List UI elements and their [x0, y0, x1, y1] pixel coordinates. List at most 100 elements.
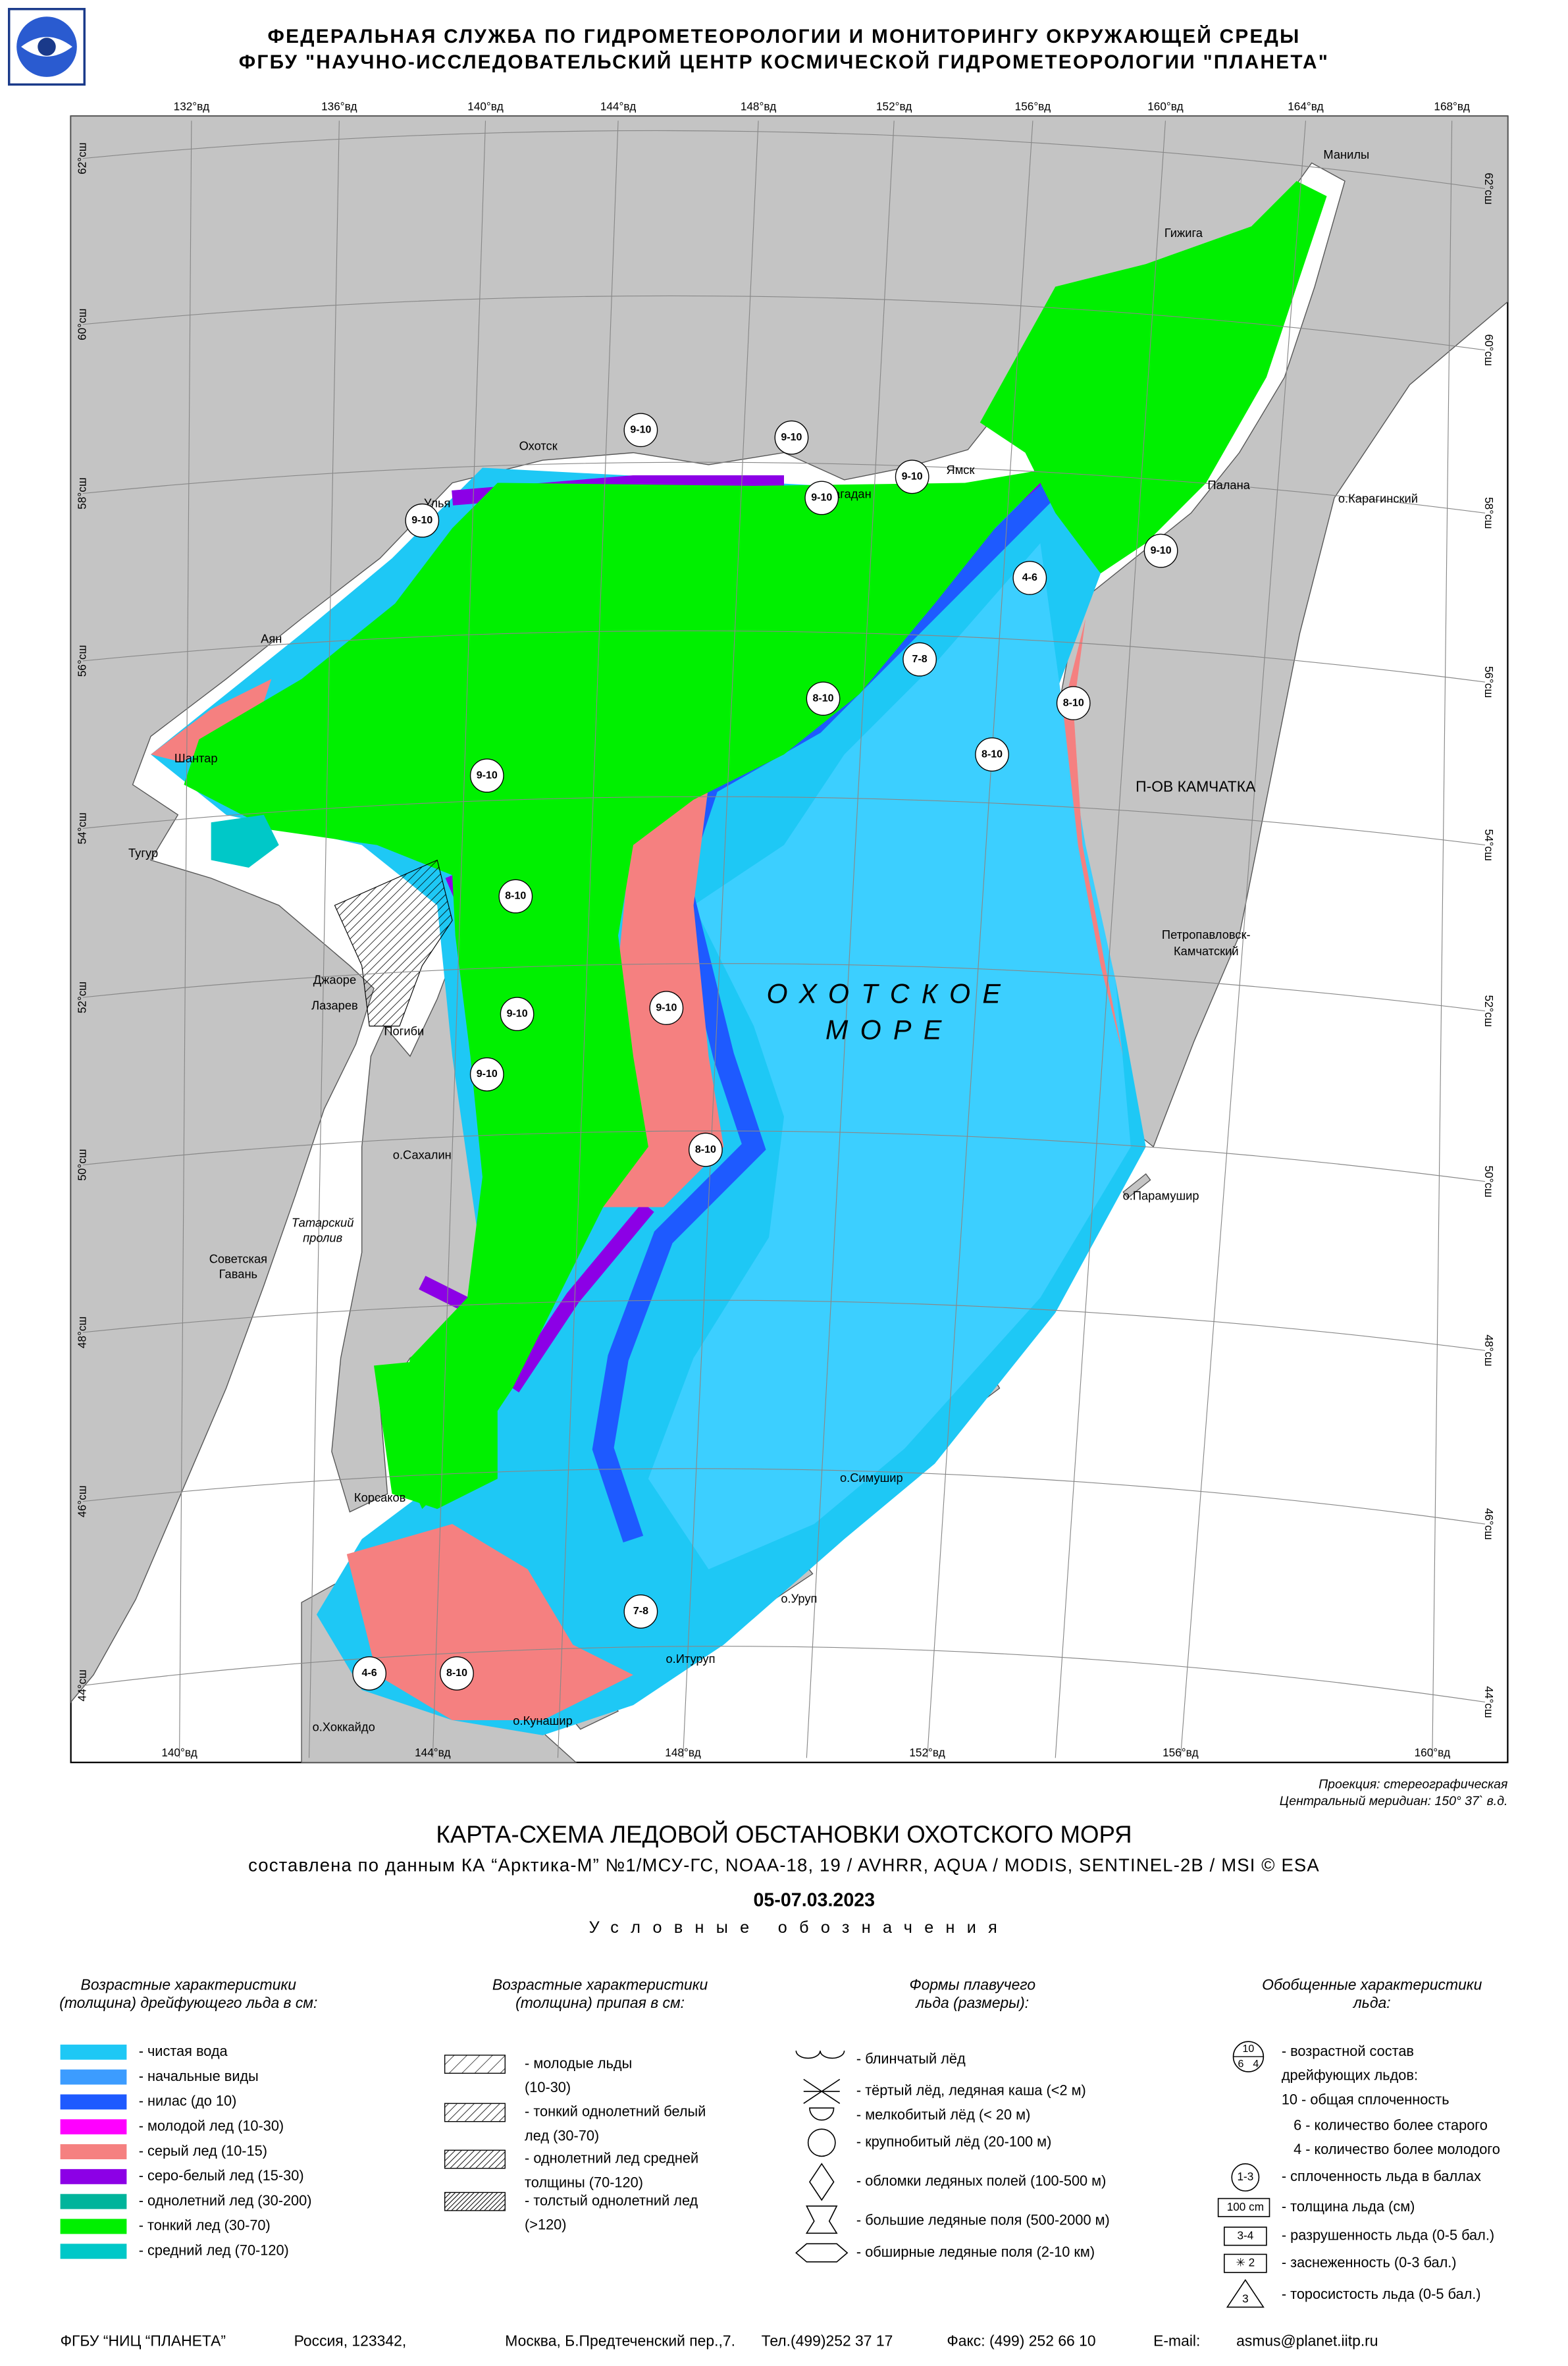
legend-item: - толщина льда (см)	[1282, 2198, 1415, 2215]
lon-label: 152°вд	[909, 1746, 945, 1759]
concentration-circle	[623, 1594, 658, 1629]
place-name: Петропавловск-	[1162, 928, 1251, 941]
legend-swatch	[60, 2094, 127, 2110]
lat-label: 46°сш	[76, 1485, 89, 1517]
footer-text: Москва, Б.Предтеченский пер.,7.	[505, 2332, 735, 2349]
footer-text: Россия, 123342,	[294, 2332, 407, 2349]
lat-label: 56°сш	[1482, 666, 1496, 698]
place-name: пролив	[303, 1231, 343, 1245]
legend-item: - средний лед (70-120)	[139, 2242, 289, 2259]
legend-item: - сплоченность льда в баллах	[1282, 2168, 1481, 2184]
lon-label: 164°вд	[1288, 99, 1323, 113]
concentration-circle	[623, 413, 658, 448]
legend-icon	[1223, 2253, 1267, 2273]
legend-item: толщины (70-120)	[525, 2174, 643, 2190]
legend-item: - большие ледяные поля (500-2000 м)	[856, 2212, 1110, 2228]
lat-label: 54°сш	[76, 812, 89, 844]
legend-item: - блинчатый лёд	[856, 2050, 966, 2066]
concentration-label: 8-10	[695, 1144, 716, 1155]
concentration-label: 9-10	[477, 1068, 498, 1080]
legend-item: - тонкий лед (30-70)	[139, 2217, 271, 2234]
concentration-label: 9-10	[902, 471, 923, 483]
concentration-circle	[1012, 560, 1047, 595]
place-name: Татарский	[292, 1216, 354, 1230]
legend-item: - молодой лед (10-30)	[139, 2117, 284, 2134]
lat-label: 62°сш	[1482, 172, 1496, 204]
legend-item: - чистая вода	[139, 2043, 228, 2059]
footer-text: ФГБУ “НИЦ “ПЛАНЕТА”	[61, 2332, 226, 2349]
legend-icon-text: 3	[1242, 2292, 1249, 2305]
place-name: о.Кунашир	[513, 1714, 572, 1727]
light-open-water	[648, 543, 1131, 1569]
legend-icon	[1223, 2226, 1267, 2246]
graticule	[82, 120, 1486, 1758]
legend-icon	[1231, 2163, 1260, 2192]
legend-item: - возрастной состав	[1282, 2043, 1414, 2059]
lon-label: 160°вд	[1147, 99, 1183, 113]
concentration-label: 8-10	[505, 890, 526, 902]
legend-title: (толщина) дрейфующего льда в см:	[59, 1994, 317, 2011]
legend-icon-text: 100 cm	[1227, 2200, 1264, 2213]
legend-item: - начальные виды	[139, 2068, 259, 2084]
legend-item: лед (30-70)	[525, 2127, 599, 2143]
lon-label: 148°вд	[741, 99, 776, 113]
concentration-circle	[806, 681, 841, 716]
legend-form-icon	[795, 2243, 849, 2263]
concentration-circle	[649, 991, 684, 1026]
concentration-label: 8-10	[446, 1667, 467, 1679]
legend-swatch	[60, 2069, 127, 2085]
lat-label: 58°сш	[76, 477, 89, 509]
lon-label: 144°вд	[415, 1746, 450, 1759]
legend-title: Обобщенные характеристики	[1262, 1976, 1482, 1993]
sea-name: ОХОТСКОЕ	[766, 979, 1012, 1009]
concentration-circle	[405, 503, 440, 538]
concentration-circle	[975, 737, 1009, 772]
legend-heading: Условные обозначения	[589, 1918, 1009, 1937]
concentration-circle	[469, 1057, 504, 1091]
lat-label: 56°сш	[76, 645, 89, 677]
sea-name: МОРЕ	[825, 1015, 954, 1045]
concentration-circle	[500, 997, 535, 1032]
concentration-label: 4-6	[362, 1667, 377, 1679]
concentration-label: 9-10	[411, 514, 432, 526]
lat-label: 50°сш	[1482, 1166, 1496, 1197]
concentration-label: 4-6	[1022, 571, 1037, 583]
header-institute: ФГБУ "НАУЧНО-ИССЛЕДОВАТЕЛЬСКИЙ ЦЕНТР КОС…	[239, 51, 1329, 73]
map-labels: МанилыГижигаМагаданЯмскОхотскУльяПаланао…	[128, 147, 1418, 1733]
legend-hatch	[444, 2149, 506, 2169]
lat-label: 58°сш	[1482, 497, 1496, 529]
legend-icon-text: 1-3	[1237, 2170, 1253, 2183]
place-name: Гавань	[219, 1267, 257, 1281]
lon-label: 136°вд	[321, 99, 357, 113]
thin-ice	[184, 181, 1327, 1510]
legend-title: (толщина) припая в см:	[515, 1994, 685, 2011]
lon-label: 152°вд	[876, 99, 912, 113]
concentration-circle	[352, 1656, 387, 1691]
lat-label: 60°сш	[1482, 334, 1496, 366]
concentration-circle	[1056, 686, 1091, 721]
concentration-label: 9-10	[630, 423, 651, 435]
footer-text: E-mail:	[1153, 2332, 1200, 2349]
place-name: Шантар	[174, 751, 218, 765]
concentration-circle	[689, 1132, 723, 1167]
legend-icon-text: ✳ 2	[1236, 2256, 1255, 2269]
legend-title: Формы плавучего	[910, 1976, 1036, 1993]
lat-label: 50°сш	[76, 1149, 89, 1180]
lon-label: 160°вд	[1415, 1746, 1450, 1759]
map-subtitle: составлена по данным КА “Арктика-М” №1/М…	[248, 1855, 1320, 1876]
legend-icon	[1226, 2278, 1265, 2308]
lat-label: 60°сш	[76, 309, 89, 340]
legend-title: льда:	[1352, 1994, 1391, 2011]
concentration-label: 7-8	[633, 1605, 648, 1617]
legend-item: (10-30)	[525, 2079, 571, 2095]
lat-label: 54°сш	[1482, 829, 1496, 860]
concentration-circle	[469, 758, 504, 793]
legend-swatch	[60, 2219, 127, 2234]
legend-hatch	[444, 2192, 506, 2211]
place-name: Манилы	[1323, 147, 1369, 161]
legend-item: - однолетний лед (30-200)	[139, 2192, 312, 2209]
place-name: о.Итуруп	[666, 1652, 715, 1666]
lon-label: 132°вд	[174, 99, 209, 113]
place-name: Погиби	[384, 1024, 424, 1038]
